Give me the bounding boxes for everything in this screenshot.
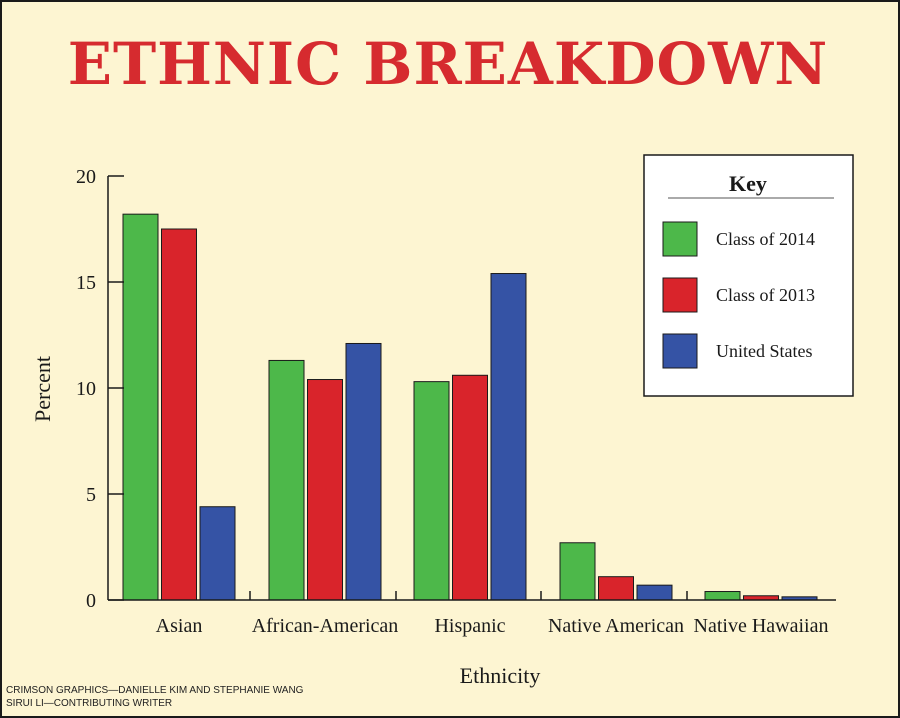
- legend-label-class-of-2013: Class of 2013: [716, 285, 815, 305]
- bar-native-american-class-of-2013: [598, 576, 634, 601]
- credit-line-writer: SIRUI LI—CONTRIBUTING WRITER: [6, 698, 173, 709]
- x-axis-title: Ethnicity: [460, 663, 541, 688]
- legend-label-united-states: United States: [716, 341, 813, 361]
- bar-hispanic-united-states: [490, 273, 527, 601]
- legend: Key Class of 2014 Class of 2013 United Stat…: [643, 154, 854, 397]
- x-tick-label-native-american: Native American: [548, 615, 684, 637]
- credits: CRIMSON GRAPHICS—DANIELLE KIM AND STEPHA…: [6, 684, 303, 710]
- legend-swatch-united-states: [662, 333, 698, 369]
- y-axis-title: Percent: [30, 356, 55, 422]
- legend-title: Key: [729, 171, 767, 196]
- legend-label-class-of-2014: Class of 2014: [716, 229, 815, 249]
- x-tick-label-native-hawaiian: Native Hawaiian: [694, 615, 829, 637]
- x-tick-label-asian: Asian: [156, 615, 203, 637]
- chart-title: ETHNIC BREAKDOWN: [67, 30, 829, 98]
- axes-group: 0 5 10 15 20 Asian African-American Hispanic Nat…: [30, 166, 836, 688]
- bar-asian-united-states: [199, 506, 236, 601]
- bar-hispanic-class-of-2014: [413, 381, 450, 601]
- bar-african-american-class-of-2013: [307, 379, 343, 601]
- y-tick-label-20: 20: [76, 166, 96, 188]
- bar-asian-class-of-2013: [161, 228, 197, 601]
- bar-native-american-class-of-2014: [559, 542, 596, 601]
- bar-native-hawaiian-class-of-2014: [704, 591, 741, 601]
- x-tick-label-hispanic: Hispanic: [434, 615, 505, 637]
- y-tick-label-0: 0: [86, 590, 96, 612]
- y-tick-label-10: 10: [76, 378, 96, 400]
- bars-group: [122, 213, 818, 601]
- bar-asian-class-of-2014: [122, 213, 159, 601]
- y-tick-label-5: 5: [86, 484, 96, 506]
- bar-african-american-united-states: [345, 342, 382, 601]
- credit-line-graphics: CRIMSON GRAPHICS—DANIELLE KIM AND STEPHA…: [6, 685, 304, 696]
- bar-native-american-united-states: [636, 584, 673, 601]
- bar-african-american-class-of-2014: [268, 359, 305, 601]
- legend-swatch-class-of-2014: [662, 221, 698, 257]
- bar-hispanic-class-of-2013: [452, 374, 488, 601]
- y-tick-label-15: 15: [76, 272, 96, 294]
- x-tick-label-african-american: African-American: [252, 615, 399, 637]
- legend-swatch-class-of-2013: [662, 277, 698, 313]
